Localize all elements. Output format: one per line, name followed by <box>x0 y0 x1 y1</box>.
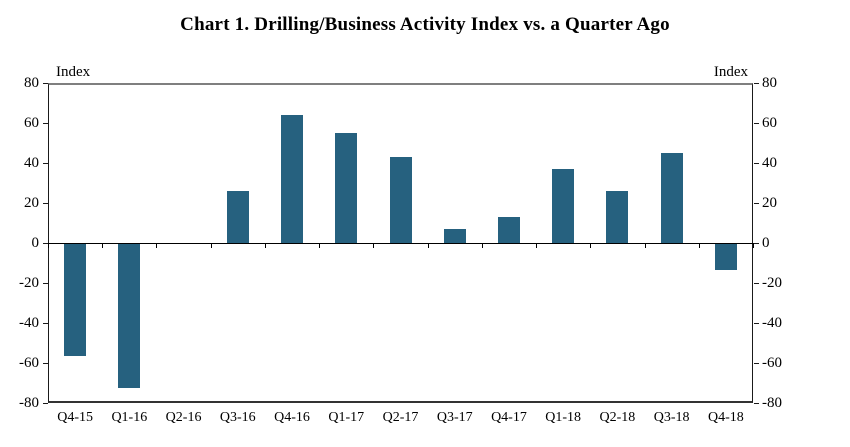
bar-q4-18 <box>715 244 737 270</box>
x-axis-tick-mark <box>319 244 321 248</box>
x-axis-category-label: Q3-16 <box>219 410 256 425</box>
x-axis-category-label: Q1-16 <box>111 410 148 425</box>
y-axis-tick-mark-left <box>43 83 48 84</box>
bar-q1-16 <box>118 244 140 388</box>
x-axis-category-label: Q2-17 <box>382 410 419 425</box>
x-axis-category-label: Q2-18 <box>599 410 636 425</box>
y-axis-tick-label-left: 0 <box>31 235 40 251</box>
y-axis-tick-label-right: -80 <box>762 395 782 411</box>
y-axis-tick-mark-left <box>43 323 48 324</box>
y-axis-tick-label-left: 80 <box>24 75 39 91</box>
x-axis-category-label: Q4-18 <box>707 410 744 425</box>
y-axis-tick-mark-left <box>43 163 48 164</box>
y-axis-tick-label-right: 20 <box>762 195 777 211</box>
x-axis-tick-mark <box>536 244 538 248</box>
y-axis-tick-mark-right <box>754 403 759 404</box>
x-axis-category-label: Q4-15 <box>57 410 93 425</box>
y-axis-tick-label-right: 40 <box>762 155 777 171</box>
y-axis-tick-mark-left <box>43 203 48 204</box>
bar-q1-17 <box>335 133 357 243</box>
bar-q3-18 <box>661 153 683 243</box>
y-axis-tick-label-left: 20 <box>24 195 39 211</box>
bar-q4-15 <box>64 244 86 356</box>
x-axis-tick-mark <box>156 244 158 248</box>
x-axis-tick-mark <box>48 244 49 248</box>
chart-title: Chart 1. Drilling/Business Activity Inde… <box>180 14 670 35</box>
y-axis-tick-mark-left <box>43 283 48 284</box>
x-axis-tick-mark <box>102 244 104 248</box>
y-axis-tick-mark-left <box>43 363 48 364</box>
y-axis-unit-label-left: Index <box>56 64 91 80</box>
x-axis-tick-mark <box>427 244 429 248</box>
y-axis-tick-mark-right <box>754 83 759 84</box>
y-axis-tick-label-left: -20 <box>19 275 39 291</box>
x-axis-category-label: Q1-18 <box>545 410 582 425</box>
x-axis-tick-mark <box>644 244 646 248</box>
y-axis-tick-label-right: 80 <box>762 75 777 91</box>
y-axis-tick-label-right: -40 <box>762 315 782 331</box>
y-axis-tick-label-left: -40 <box>19 315 39 331</box>
y-axis-tick-mark-right <box>754 123 759 124</box>
y-axis-tick-label-left: 40 <box>24 155 39 171</box>
x-axis-tick-mark <box>210 244 212 248</box>
y-axis-tick-label-right: 0 <box>762 235 770 251</box>
y-axis-tick-mark-left <box>43 243 48 244</box>
y-axis-tick-label-left: -80 <box>19 395 39 411</box>
y-axis-tick-label-right: -60 <box>762 355 782 371</box>
x-axis-category-label: Q3-17 <box>436 410 473 425</box>
x-axis-category-label: Q4-17 <box>491 410 527 425</box>
x-axis-category-label: Q2-16 <box>165 410 202 425</box>
y-axis-tick-mark-right <box>754 243 759 244</box>
bar-q2-17 <box>390 157 412 243</box>
y-axis-tick-label-left: 60 <box>24 115 39 131</box>
y-axis-tick-mark-right <box>754 323 759 324</box>
y-axis-tick-mark-right <box>754 163 759 164</box>
y-axis-unit-label-right: Index <box>713 64 748 80</box>
bar-q2-18 <box>606 191 628 243</box>
x-axis-tick-mark <box>753 244 754 248</box>
zero-axis-line <box>48 243 754 244</box>
y-axis-tick-mark-right <box>754 283 759 284</box>
x-axis-tick-mark <box>698 244 700 248</box>
x-axis-tick-mark <box>590 244 592 248</box>
bar-q3-17 <box>444 229 466 243</box>
y-axis-tick-label-right: 60 <box>762 115 777 131</box>
y-axis-tick-label-left: -60 <box>19 355 39 371</box>
x-axis-category-label: Q4-16 <box>274 410 310 425</box>
bar-q4-16 <box>281 115 303 243</box>
y-axis-tick-mark-right <box>754 363 759 364</box>
bar-q1-18 <box>552 169 574 243</box>
x-axis-tick-mark <box>481 244 483 248</box>
x-axis-category-label: Q3-18 <box>653 410 690 425</box>
x-axis-tick-mark <box>264 244 266 248</box>
y-axis-tick-mark-left <box>43 123 48 124</box>
bar-q4-17 <box>498 217 520 243</box>
bar-q3-16 <box>227 191 249 243</box>
x-axis-category-label: Q1-17 <box>328 410 365 425</box>
y-axis-tick-label-right: -20 <box>762 275 782 291</box>
x-axis-tick-mark <box>373 244 375 248</box>
y-axis-tick-mark-right <box>754 203 759 204</box>
y-axis-tick-mark-left <box>43 403 48 404</box>
